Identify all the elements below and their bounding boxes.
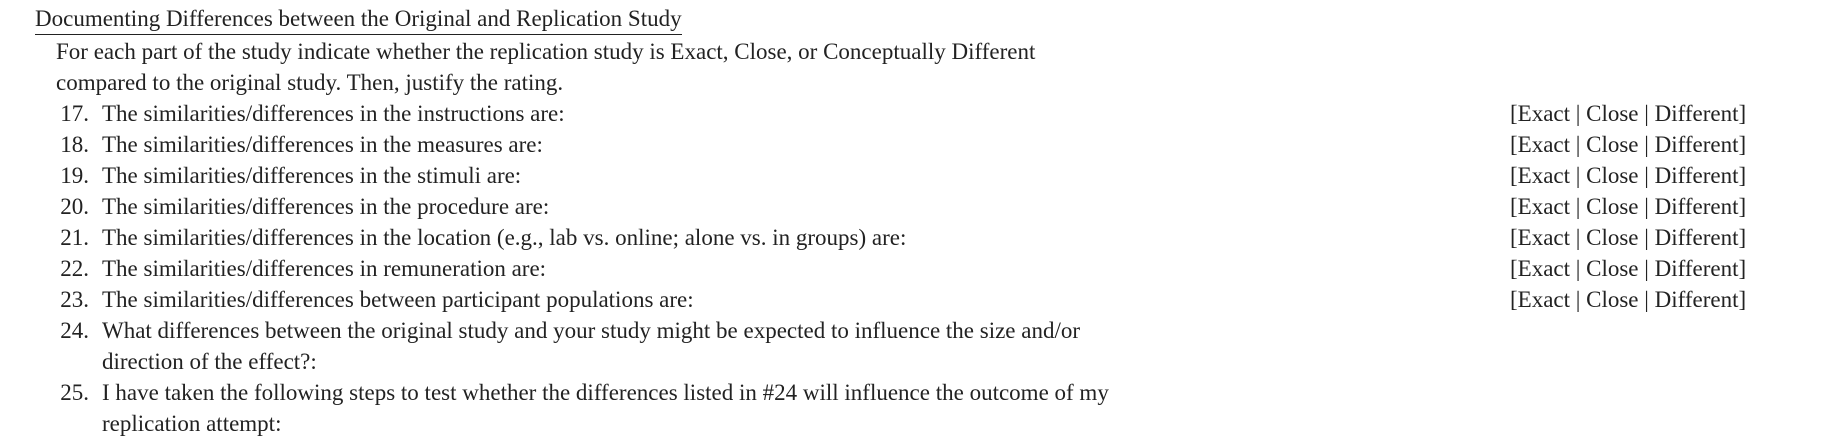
item-text: The similarities/differences between par… (102, 287, 694, 312)
rating-options: [Exact | Close | Different] (1510, 132, 1747, 157)
item-number: 23. (60, 287, 89, 312)
item-text: direction of the effect?: (102, 349, 317, 374)
rating-options: [Exact | Close | Different] (1510, 287, 1747, 312)
item-number: 22. (60, 256, 89, 281)
section-title: Documenting Differences between the Orig… (35, 4, 682, 35)
item-number: 20. (60, 194, 89, 219)
item-number: 19. (60, 163, 89, 188)
intro-line: For each part of the study indicate whet… (56, 39, 1036, 64)
item-number: 25. (60, 380, 89, 405)
item-text: I have taken the following steps to test… (102, 380, 1109, 405)
item-number: 17. (60, 101, 89, 126)
item-text: The similarities/differences in the meas… (102, 132, 543, 157)
rating-options: [Exact | Close | Different] (1510, 101, 1747, 126)
rating-options: [Exact | Close | Different] (1510, 225, 1747, 250)
item-text: The similarities/differences in the loca… (102, 225, 907, 250)
rating-options: [Exact | Close | Different] (1510, 194, 1747, 219)
item-number: 21. (60, 225, 89, 250)
item-text: The similarities/differences in the stim… (102, 163, 522, 188)
item-text: replication attempt: (102, 411, 282, 436)
item-text: The similarities/differences in remunera… (102, 256, 547, 281)
item-number: 18. (60, 132, 89, 157)
item-text: The similarities/differences in the proc… (102, 194, 550, 219)
rating-options: [Exact | Close | Different] (1510, 163, 1747, 188)
item-text: What differences between the original st… (102, 318, 1081, 343)
item-number: 24. (60, 318, 89, 343)
item-text: The similarities/differences in the inst… (102, 101, 565, 126)
intro-line: compared to the original study. Then, ju… (56, 70, 564, 95)
rating-options: [Exact | Close | Different] (1510, 256, 1747, 281)
